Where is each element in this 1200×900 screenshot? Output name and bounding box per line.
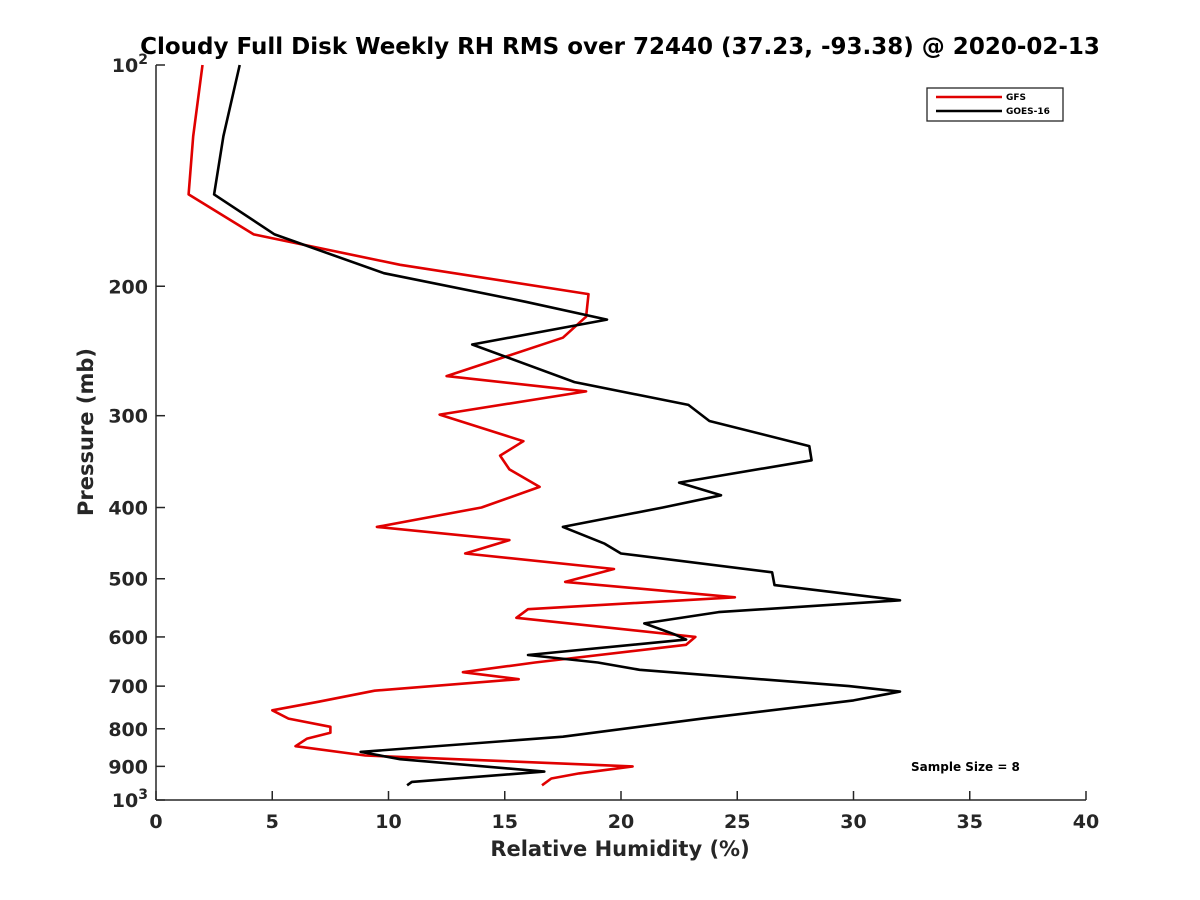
- x-axis-label: Relative Humidity (%): [490, 837, 749, 861]
- y-tick-label: 102: [112, 52, 148, 77]
- legend-label-gfs: GFS: [1006, 93, 1026, 103]
- x-tick-label: 5: [266, 811, 279, 833]
- y-tick-label: 300: [108, 406, 148, 428]
- chart-title: Cloudy Full Disk Weekly RH RMS over 7244…: [140, 34, 1100, 60]
- plot-area: 0 5 10 15 20 25 30 35 40 102 200 300 400 500 600 700 80…: [108, 52, 1099, 833]
- legend-box: [926, 87, 1064, 122]
- y-tick-label: 200: [108, 276, 148, 298]
- sample-size-annotation: Sample Size = 8: [911, 760, 1020, 774]
- series-line-gfs: [187, 64, 737, 787]
- y-axis-ticks: 102 200 300 400 500 600 700 800 900 103: [108, 52, 165, 812]
- y-tick-label: 103: [112, 787, 148, 812]
- x-tick-label: 35: [957, 811, 983, 833]
- y-tick-label: 500: [108, 569, 148, 591]
- series-layer: [187, 64, 902, 787]
- x-tick-label: 25: [724, 811, 750, 833]
- legend-label-goes16: GOES-16: [1006, 107, 1050, 117]
- legend: GFS GOES-16: [926, 87, 1064, 122]
- x-tick-label: 40: [1073, 811, 1099, 833]
- y-tick-label: 600: [108, 627, 148, 649]
- x-tick-label: 20: [608, 811, 634, 833]
- series-line-goes16: [212, 64, 902, 787]
- y-tick-label: 800: [108, 719, 148, 741]
- y-tick-label: 400: [108, 498, 148, 520]
- x-tick-label: 30: [840, 811, 866, 833]
- y-axis-label: Pressure (mb): [74, 348, 98, 516]
- x-tick-label: 0: [149, 811, 162, 833]
- x-axis-ticks: 0 5 10 15 20 25 30 35 40: [149, 791, 1099, 833]
- y-tick-label: 900: [108, 756, 148, 778]
- x-tick-label: 10: [375, 811, 401, 833]
- y-tick-label: 700: [108, 676, 148, 698]
- x-tick-label: 15: [492, 811, 518, 833]
